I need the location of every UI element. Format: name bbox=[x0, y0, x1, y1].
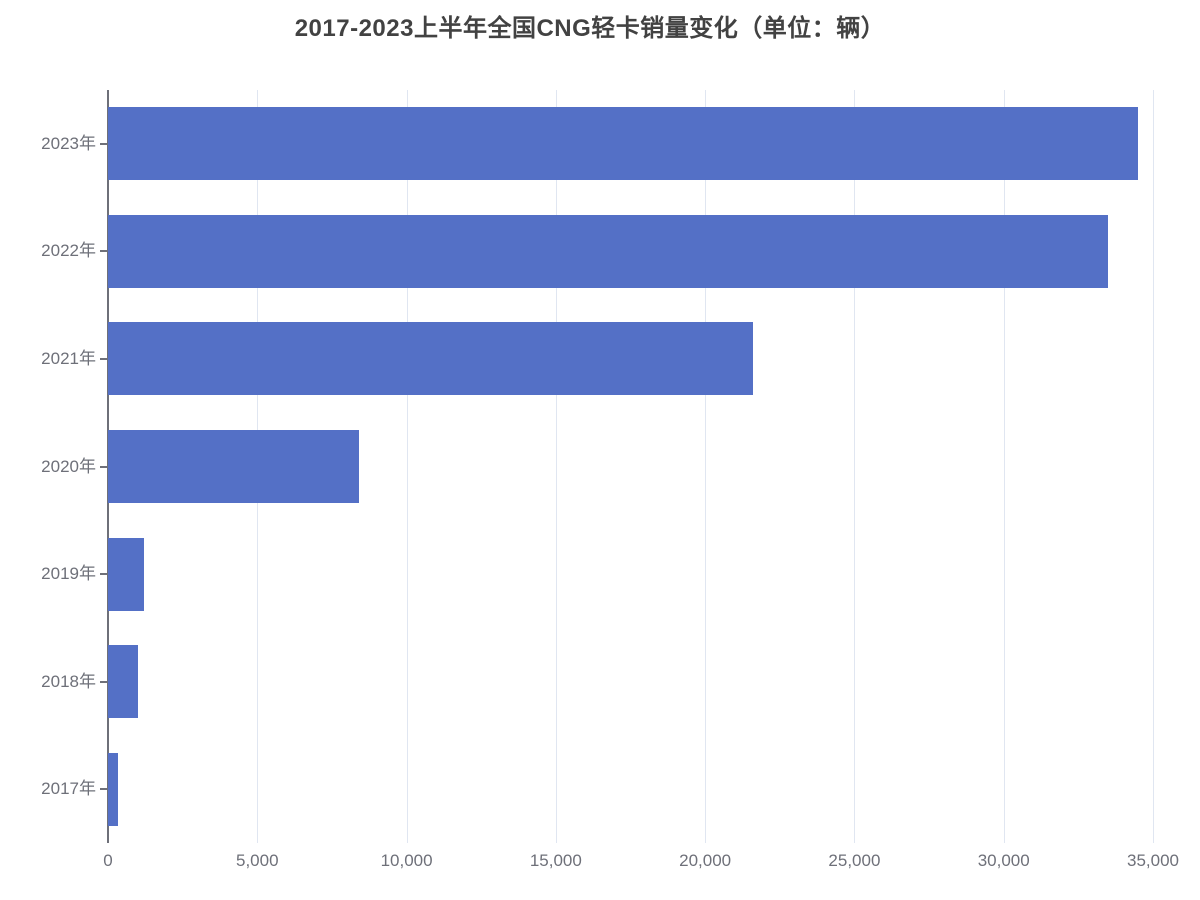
gridline bbox=[705, 90, 707, 843]
y-axis-tick bbox=[100, 680, 107, 683]
x-axis-label: 35,000 bbox=[1127, 851, 1179, 870]
y-axis-label: 2019年 bbox=[41, 564, 96, 584]
chart-title: 2017-2023上半年全国CNG轻卡销量变化（单位：辆） bbox=[294, 15, 886, 42]
x-axis-label: 0 bbox=[103, 851, 113, 870]
x-axis-label: 20,000 bbox=[679, 851, 732, 870]
gridline bbox=[406, 90, 408, 843]
y-axis-tick bbox=[100, 573, 107, 576]
y-axis-label: 2021年 bbox=[41, 348, 96, 368]
bar-2023年[interactable] bbox=[108, 107, 1139, 181]
gridline bbox=[854, 90, 856, 843]
x-axis-label: 30,000 bbox=[977, 851, 1030, 870]
bar-2018年[interactable] bbox=[108, 645, 138, 719]
x-axis-label: 10,000 bbox=[380, 851, 433, 870]
y-axis-label: 2023年 bbox=[41, 133, 96, 153]
gridline bbox=[1003, 90, 1005, 843]
y-axis-tick bbox=[100, 357, 107, 360]
y-axis-tick bbox=[100, 250, 107, 253]
gridline bbox=[1153, 90, 1154, 843]
y-axis-tick bbox=[100, 788, 107, 791]
gridline bbox=[555, 90, 557, 843]
y-axis-label: 2022年 bbox=[41, 241, 96, 261]
x-axis-label: 15,000 bbox=[529, 851, 582, 870]
plot-area bbox=[107, 90, 1154, 843]
bar-2020年[interactable] bbox=[108, 430, 359, 503]
bar-2022年[interactable] bbox=[108, 214, 1109, 288]
y-axis-tick bbox=[100, 142, 107, 145]
y-axis-label: 2018年 bbox=[41, 671, 96, 691]
y-axis-label: 2017年 bbox=[41, 779, 96, 799]
bar-2017年[interactable] bbox=[108, 752, 119, 826]
y-axis-tick bbox=[100, 465, 107, 468]
x-axis-label: 5,000 bbox=[236, 851, 279, 870]
bar-2021年[interactable] bbox=[108, 322, 753, 396]
bar-2019年[interactable] bbox=[108, 537, 144, 611]
y-axis-label: 2020年 bbox=[41, 456, 96, 476]
x-axis-label: 25,000 bbox=[828, 851, 881, 870]
